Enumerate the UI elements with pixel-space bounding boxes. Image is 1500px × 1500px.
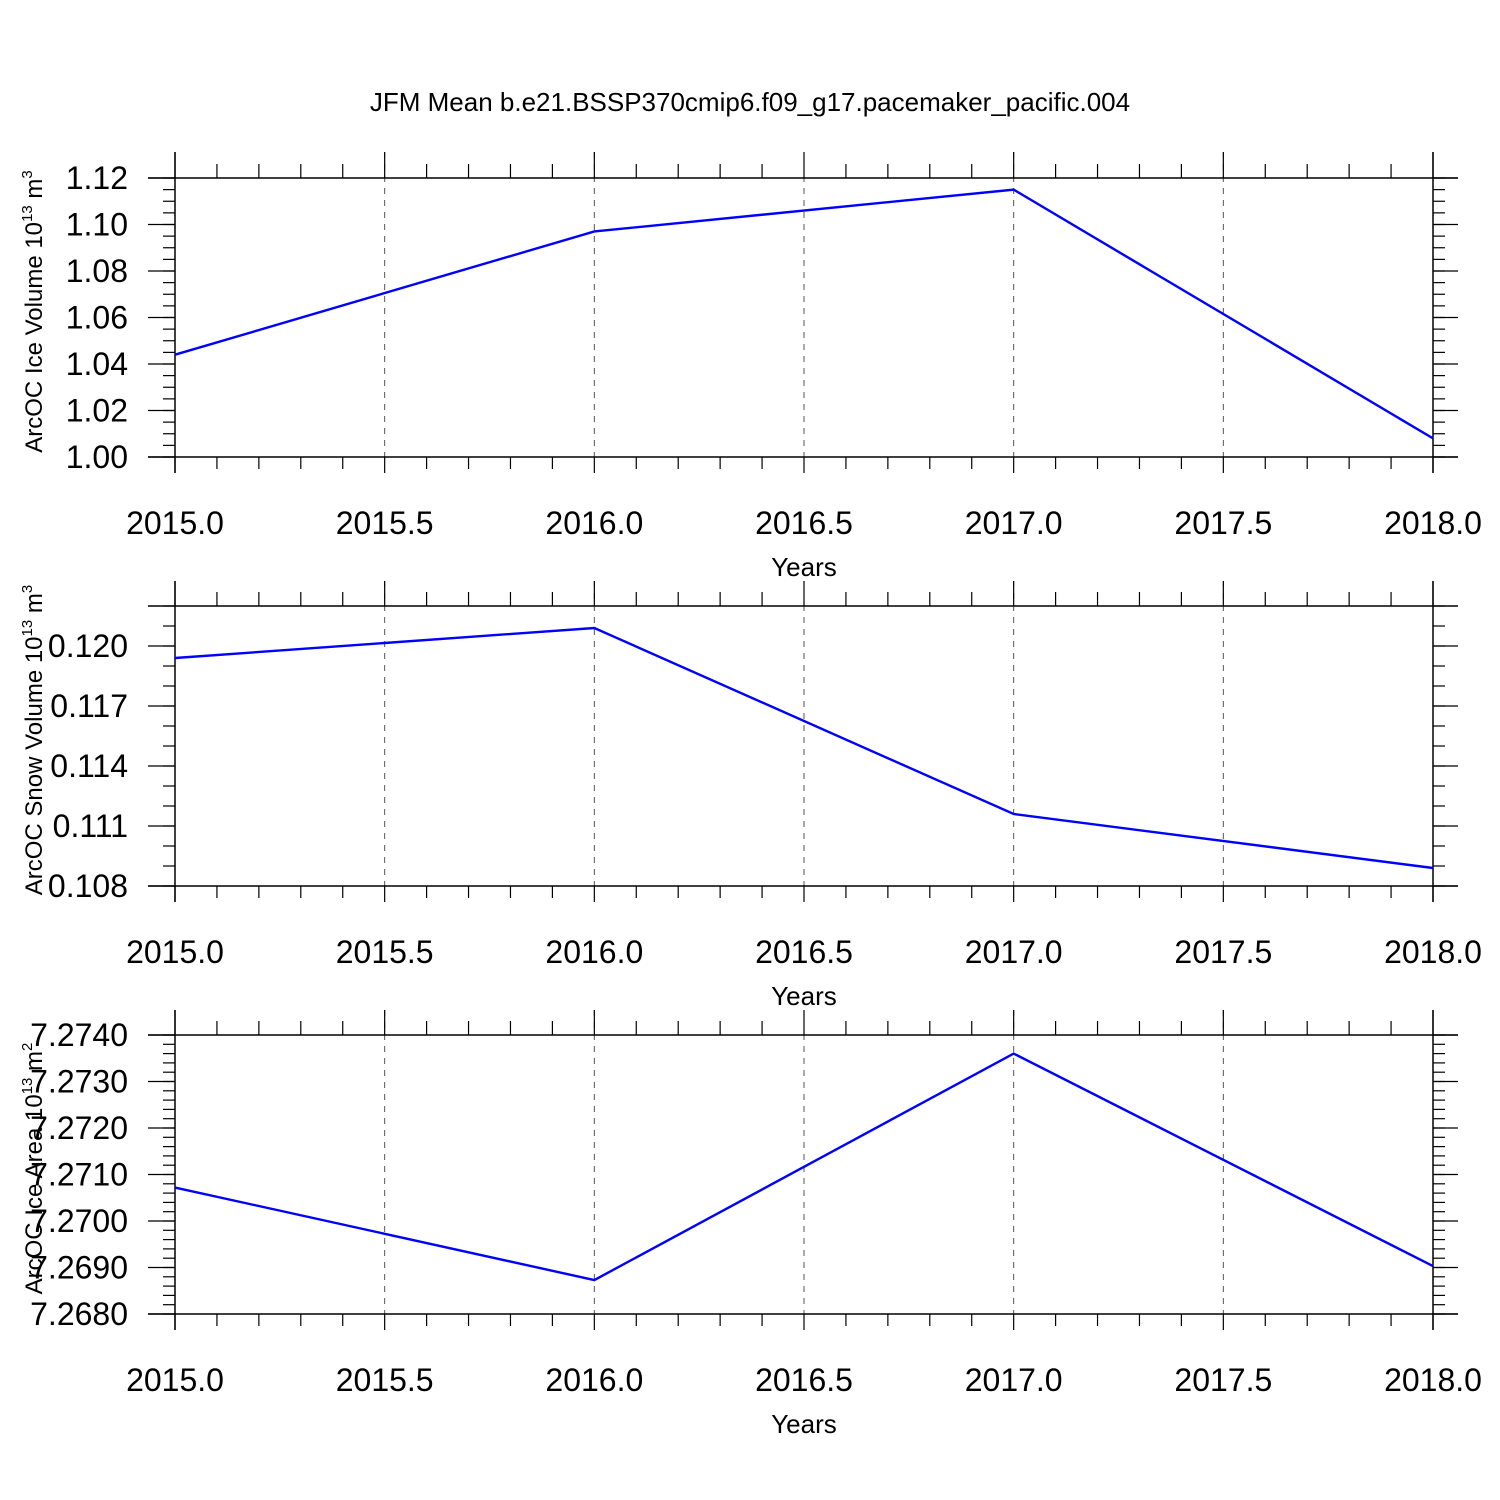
x-tick-label: 2017.5 bbox=[1174, 505, 1272, 541]
x-tick-label: 2016.0 bbox=[545, 1362, 643, 1398]
y-tick-label: 0.114 bbox=[50, 748, 128, 784]
x-tick-label: 2015.0 bbox=[126, 505, 224, 541]
x-tick-label: 2015.0 bbox=[126, 934, 224, 970]
panel-3: 2015.0 2015.5 2016.0 2016.5 2017.0 2017.5 2018… bbox=[19, 1010, 1482, 1439]
y-tick-label: 7.2680 bbox=[30, 1296, 128, 1332]
y-tick-label: 1.10 bbox=[66, 207, 128, 243]
y-tick-label: 0.108 bbox=[48, 868, 128, 904]
y-axis-label-part: m bbox=[21, 1051, 48, 1078]
y-axis-label-part: 3 bbox=[19, 170, 36, 178]
x-axis-label: Years bbox=[771, 981, 837, 1011]
y-axis-label-part: 13 bbox=[19, 620, 36, 637]
x-tick-label: 2016.5 bbox=[755, 934, 853, 970]
x-axis-label: Years bbox=[771, 1409, 837, 1439]
y-tick-label: 7.2710 bbox=[30, 1157, 128, 1193]
y-axis-label-part: ArcOC Snow Volume 10 bbox=[21, 636, 48, 895]
y-axis-label-part: m bbox=[21, 179, 48, 206]
x-axis-label: Years bbox=[771, 552, 837, 582]
y-tick-label: 1.04 bbox=[66, 346, 128, 382]
y-tick-label: 1.06 bbox=[66, 300, 128, 336]
y-axis-label-part: ArcOC Ice Volume 10 bbox=[21, 222, 48, 453]
panel-1: 2015.0 2015.5 2016.0 2016.5 2017.0 2017.5 2018… bbox=[19, 152, 1482, 582]
y-tick-label: 7.2720 bbox=[30, 1110, 128, 1146]
y-tick-label: 7.2700 bbox=[30, 1203, 128, 1239]
x-tick-label: 2015.5 bbox=[336, 505, 434, 541]
x-tick-label: 2017.0 bbox=[965, 934, 1063, 970]
y-tick-label: 1.02 bbox=[66, 393, 128, 429]
y-tick-label: 7.2740 bbox=[30, 1017, 128, 1053]
x-tick-label: 2017.0 bbox=[965, 1362, 1063, 1398]
y-tick-label: 1.00 bbox=[66, 439, 128, 475]
chart-title: JFM Mean b.e21.BSSP370cmip6.f09_g17.pace… bbox=[370, 87, 1130, 117]
y-tick-label: 0.111 bbox=[53, 808, 128, 844]
y-tick-label: 0.120 bbox=[48, 628, 128, 664]
x-tick-label: 2016.5 bbox=[755, 1362, 853, 1398]
series-line bbox=[174, 188, 1434, 440]
y-tick-label: 0.117 bbox=[50, 688, 128, 724]
x-tick-label: 2017.5 bbox=[1174, 934, 1272, 970]
y-tick-label: 1.12 bbox=[66, 160, 128, 196]
panel-2: 2015.0 2015.5 2016.0 2016.5 2017.0 2017.5 2018… bbox=[19, 581, 1482, 1011]
y-axis-label: ArcOC Snow Volume 1013 m3 bbox=[19, 585, 48, 896]
x-tick-label: 2017.0 bbox=[965, 505, 1063, 541]
x-tick-label: 2016.0 bbox=[545, 505, 643, 541]
y-axis-label: ArcOC Ice Area 1013 m2 bbox=[19, 1043, 48, 1295]
y-tick-label: 7.2690 bbox=[30, 1250, 128, 1286]
x-tick-label: 2016.0 bbox=[545, 934, 643, 970]
x-tick-label: 2015.5 bbox=[336, 1362, 434, 1398]
y-axis-label-part: 2 bbox=[19, 1043, 36, 1051]
x-tick-label: 2015.0 bbox=[126, 1362, 224, 1398]
y-axis-label-part: 3 bbox=[19, 585, 36, 593]
x-tick-label: 2016.5 bbox=[755, 505, 853, 541]
x-tick-label: 2018.0 bbox=[1384, 505, 1482, 541]
y-tick-label: 1.08 bbox=[66, 253, 128, 289]
y-axis-label-part: ArcOC Ice Area 10 bbox=[21, 1094, 48, 1294]
x-tick-label: 2018.0 bbox=[1384, 1362, 1482, 1398]
x-tick-label: 2015.5 bbox=[336, 934, 434, 970]
series-line bbox=[174, 1052, 1434, 1282]
series-line bbox=[174, 626, 1434, 870]
x-tick-label: 2017.5 bbox=[1174, 1362, 1272, 1398]
y-axis-label-part: 13 bbox=[19, 1078, 36, 1095]
y-axis-label: ArcOC Ice Volume 1013 m3 bbox=[19, 170, 48, 452]
y-axis-label-part: m bbox=[21, 593, 48, 620]
y-axis-label-part: 13 bbox=[19, 205, 36, 222]
x-tick-label: 2018.0 bbox=[1384, 934, 1482, 970]
y-tick-label: 7.2730 bbox=[30, 1064, 128, 1100]
